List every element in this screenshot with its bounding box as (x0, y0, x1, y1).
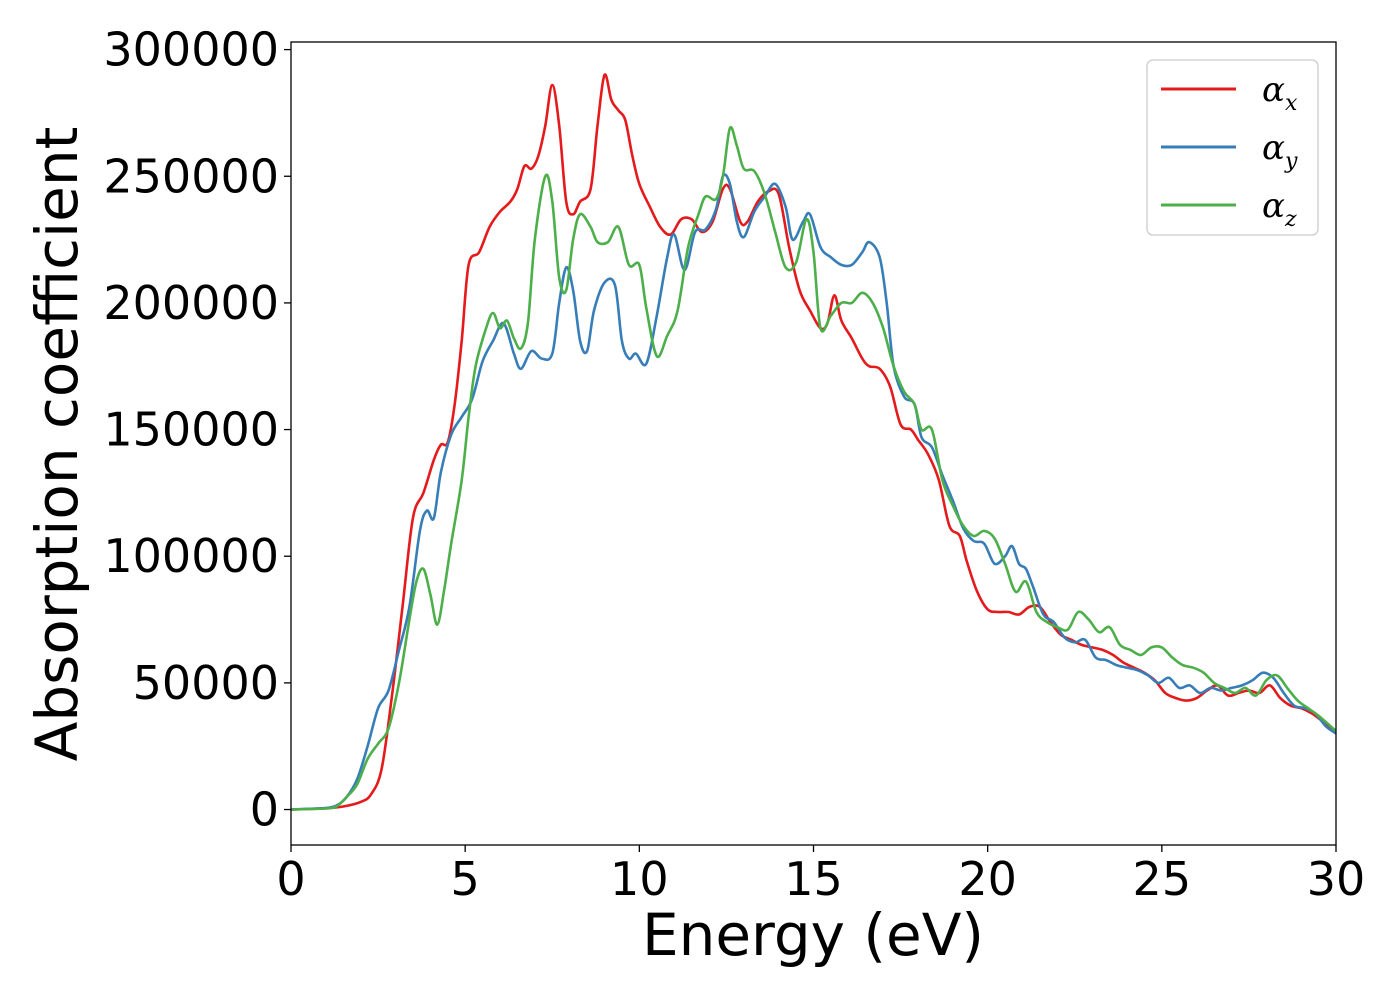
x-tick-label: 15 (784, 852, 843, 906)
y-tick-label: 300000 (103, 23, 279, 77)
x-tick-label: 0 (276, 852, 305, 906)
y-tick-label: 250000 (103, 149, 279, 203)
series-layer (291, 73, 1336, 811)
y-tick-label: 50000 (133, 656, 279, 710)
x-tick-label: 30 (1307, 852, 1366, 906)
y-tick-label: 0 (250, 783, 279, 837)
x-tick-label: 5 (451, 852, 480, 906)
y-tick-label: 200000 (103, 276, 279, 330)
y-tick-label: 100000 (103, 529, 279, 583)
legend: αx αy αz (1146, 59, 1319, 236)
y-axis: 0 50000 100000 150000 200000 250000 300000 (103, 23, 291, 837)
legend-label-alpha-y: αy (1262, 128, 1298, 174)
y-tick-label: 150000 (103, 403, 279, 457)
x-tick-label: 20 (958, 852, 1017, 906)
x-tick-label: 25 (1133, 852, 1192, 906)
y-axis-label: Absorption coefficient (23, 127, 91, 762)
x-axis: 0 5 10 15 20 25 30 (276, 845, 1365, 906)
legend-label-alpha-x: αx (1262, 70, 1298, 116)
legend-label-alpha-z: αz (1262, 186, 1297, 232)
series-line-alpha-y (291, 173, 1336, 811)
legend-entries: αx αy αz (1161, 70, 1298, 232)
x-tick-label: 10 (610, 852, 669, 906)
x-axis-label: Energy (eV) (642, 901, 984, 969)
series-line-alpha-z (291, 125, 1336, 811)
